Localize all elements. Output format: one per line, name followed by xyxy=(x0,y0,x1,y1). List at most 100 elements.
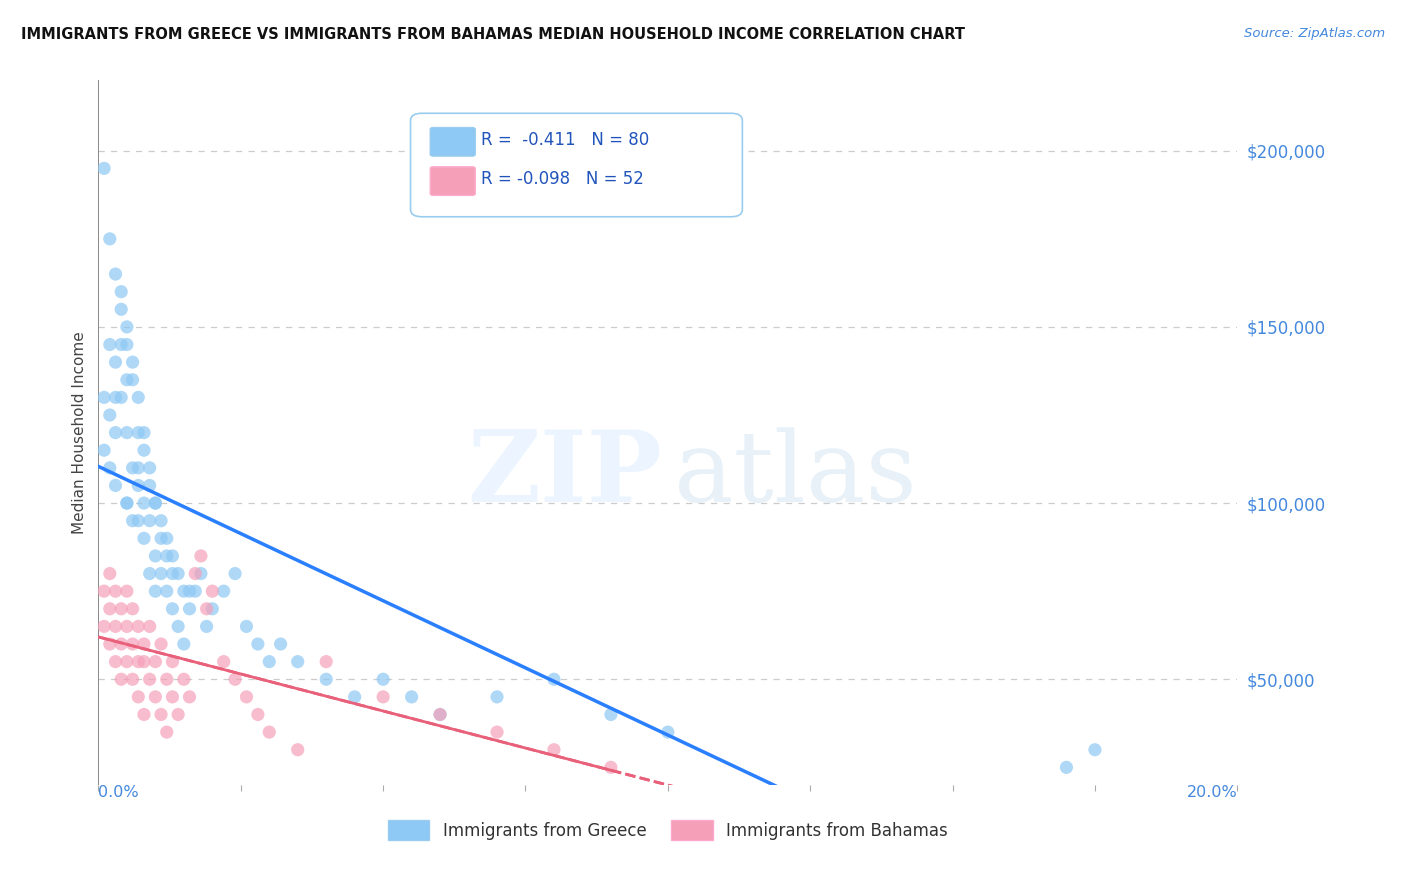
Point xyxy=(343,690,366,704)
Point xyxy=(600,760,623,774)
Point xyxy=(195,601,218,615)
Point xyxy=(132,655,155,669)
Point xyxy=(373,690,395,704)
Point xyxy=(173,584,195,599)
Point xyxy=(104,655,127,669)
Point xyxy=(121,514,143,528)
Point xyxy=(167,619,190,633)
Point xyxy=(201,584,224,599)
Legend: Immigrants from Greece, Immigrants from Bahamas: Immigrants from Greece, Immigrants from … xyxy=(381,814,955,847)
Point xyxy=(115,496,138,510)
Point xyxy=(156,531,179,545)
Point xyxy=(98,337,121,351)
Point xyxy=(246,637,269,651)
Point xyxy=(287,742,309,756)
Point xyxy=(150,531,173,545)
Point xyxy=(259,655,281,669)
Point xyxy=(104,478,127,492)
Point xyxy=(287,655,309,669)
Point xyxy=(138,478,160,492)
Point xyxy=(93,619,115,633)
Point xyxy=(110,337,132,351)
Point xyxy=(145,584,167,599)
Point xyxy=(104,584,127,599)
Point xyxy=(486,725,509,739)
Point xyxy=(600,707,623,722)
Point xyxy=(246,707,269,722)
Point xyxy=(167,566,190,581)
Point xyxy=(115,425,138,440)
Point xyxy=(259,725,281,739)
Point xyxy=(201,601,224,615)
Point xyxy=(235,619,257,633)
Point xyxy=(98,637,121,651)
Point xyxy=(127,619,149,633)
Point xyxy=(156,673,179,687)
Point xyxy=(121,460,143,475)
Point xyxy=(162,566,184,581)
Point xyxy=(104,390,127,404)
Point xyxy=(132,531,155,545)
Point xyxy=(212,655,235,669)
Point xyxy=(98,566,121,581)
Point xyxy=(224,673,246,687)
Point xyxy=(162,690,184,704)
Text: R = -0.098   N = 52: R = -0.098 N = 52 xyxy=(481,170,644,188)
Point xyxy=(132,637,155,651)
Point xyxy=(104,355,127,369)
Point xyxy=(121,637,143,651)
Point xyxy=(145,496,167,510)
Point xyxy=(145,655,167,669)
Point xyxy=(132,496,155,510)
Point xyxy=(429,707,451,722)
Point xyxy=(115,319,138,334)
Point xyxy=(162,655,184,669)
Point xyxy=(179,584,201,599)
Point xyxy=(1056,760,1078,774)
Point xyxy=(173,637,195,651)
Point xyxy=(138,566,160,581)
Point xyxy=(162,549,184,563)
Point xyxy=(110,302,132,317)
Text: 0.0%: 0.0% xyxy=(98,785,139,800)
Point xyxy=(98,460,121,475)
Point xyxy=(190,566,212,581)
Point xyxy=(150,707,173,722)
Text: 20.0%: 20.0% xyxy=(1187,785,1237,800)
Point xyxy=(190,549,212,563)
Point xyxy=(132,707,155,722)
Point xyxy=(657,725,679,739)
Point xyxy=(145,496,167,510)
Point xyxy=(127,655,149,669)
Point xyxy=(115,337,138,351)
Point xyxy=(93,161,115,176)
Point xyxy=(138,619,160,633)
Point xyxy=(486,690,509,704)
Point xyxy=(543,742,565,756)
Point xyxy=(195,619,218,633)
Point xyxy=(224,566,246,581)
Point xyxy=(121,673,143,687)
Point xyxy=(104,425,127,440)
Point xyxy=(184,566,207,581)
Point xyxy=(110,390,132,404)
Point xyxy=(127,425,149,440)
Point xyxy=(110,601,132,615)
Point xyxy=(156,549,179,563)
Point xyxy=(235,690,257,704)
Point xyxy=(98,601,121,615)
Point xyxy=(429,707,451,722)
Point xyxy=(167,707,190,722)
Point xyxy=(98,232,121,246)
Point xyxy=(138,514,160,528)
Text: R =  -0.411   N = 80: R = -0.411 N = 80 xyxy=(481,131,650,149)
Point xyxy=(115,373,138,387)
Point xyxy=(1084,742,1107,756)
Point xyxy=(127,478,149,492)
Point xyxy=(315,673,337,687)
Point xyxy=(110,673,132,687)
Point xyxy=(127,460,149,475)
Point xyxy=(156,725,179,739)
Point xyxy=(315,655,337,669)
Point xyxy=(127,690,149,704)
